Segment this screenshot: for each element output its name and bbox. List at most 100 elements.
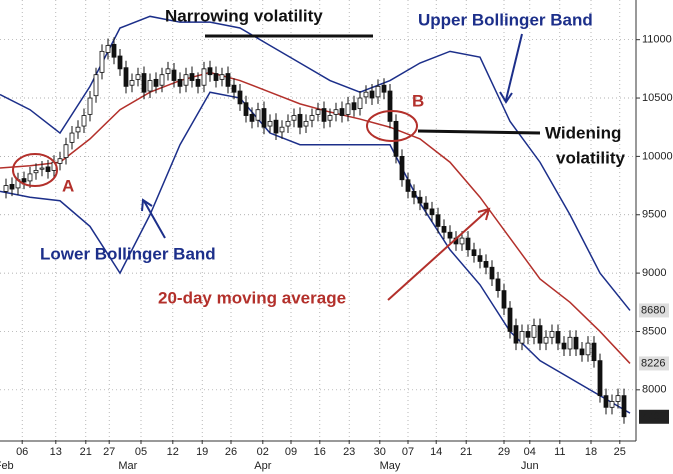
y-tick-label: 11000 <box>642 34 672 46</box>
candle-body <box>135 74 141 80</box>
month-label: Apr <box>254 460 271 472</box>
x-tick-label: 27 <box>103 446 115 458</box>
month-label: Jun <box>521 460 539 472</box>
candle-body <box>69 132 75 143</box>
candle-body <box>21 178 27 183</box>
x-tick-label: 16 <box>314 446 326 458</box>
candle-body <box>213 73 219 81</box>
y-tick-label: 10000 <box>642 150 673 162</box>
candle-body <box>603 395 609 408</box>
x-tick-label: 25 <box>614 446 626 458</box>
upper-arrow-head <box>499 91 513 104</box>
candle-body <box>375 85 381 98</box>
upper-arrow <box>505 33 523 101</box>
candle-body <box>57 158 63 164</box>
price-label: 8226 <box>641 357 665 369</box>
candle-body <box>231 84 237 93</box>
candle-body <box>219 74 225 80</box>
lower-label: Lower Bollinger Band <box>40 244 216 263</box>
candle-body <box>477 255 483 262</box>
y-tick-label: 8500 <box>642 325 666 337</box>
candle-body <box>147 80 153 92</box>
candle-body <box>399 155 405 181</box>
candle-body <box>573 336 579 350</box>
y-tick-label: 9000 <box>642 267 666 279</box>
upper-label: Upper Bollinger Band <box>418 10 593 29</box>
grid <box>0 0 636 440</box>
candle-body <box>87 97 93 115</box>
band-line <box>0 91 631 414</box>
x-tick-label: 12 <box>167 446 179 458</box>
candle-body <box>117 55 123 70</box>
candle-body <box>351 102 357 111</box>
candle-body <box>93 74 99 97</box>
candle-body <box>345 103 351 115</box>
candle-body <box>435 214 441 227</box>
x-tick-label: 05 <box>135 446 147 458</box>
candle-body <box>3 185 9 192</box>
candle-body <box>39 167 45 170</box>
candle-body <box>405 179 411 192</box>
candle-body <box>255 109 261 121</box>
candle-body <box>621 395 627 418</box>
candle-body <box>531 325 537 338</box>
price-label: 8680 <box>641 304 665 316</box>
candle-body <box>549 331 555 338</box>
candle-body <box>195 78 201 87</box>
x-tick-label: 18 <box>585 446 597 458</box>
candle-body <box>309 115 315 121</box>
candle-body <box>369 90 375 99</box>
axes: 8000 8500 9000 9500 10000 10500 11000 06 13 21 27 0… <box>0 34 673 472</box>
ma-arrow <box>387 209 489 301</box>
candle-body <box>129 80 135 86</box>
price-box <box>639 303 669 318</box>
candle-body <box>585 342 591 356</box>
candle-body <box>459 237 465 245</box>
candle-body <box>207 67 213 76</box>
x-tick-label: 21 <box>460 446 472 458</box>
candle-body <box>429 208 435 216</box>
candle-body <box>171 69 177 81</box>
ma-label: 20-day moving average <box>158 288 346 307</box>
label-a: A <box>62 176 74 195</box>
x-tick-label: 29 <box>498 446 510 458</box>
candle-body <box>543 336 549 344</box>
x-tick-label: 30 <box>374 446 386 458</box>
month-label: Feb <box>0 460 14 472</box>
candle-body <box>495 278 501 292</box>
band-line <box>0 71 631 364</box>
candle-body <box>513 325 519 344</box>
x-tick-label: 13 <box>50 446 62 458</box>
x-tick-label: 26 <box>225 446 237 458</box>
candle-body <box>327 115 333 121</box>
price-label: 7769 <box>641 411 665 423</box>
candle-body <box>579 348 585 356</box>
candle-body <box>291 115 297 121</box>
candle-body <box>393 120 399 157</box>
widening-label: Widening <box>545 123 621 142</box>
x-tick-label: 21 <box>80 446 92 458</box>
candle-body <box>177 78 183 87</box>
candle-body <box>75 126 81 133</box>
candle-body <box>303 120 309 127</box>
candle-body <box>201 68 207 86</box>
candle-body <box>489 266 495 280</box>
y-tick-label: 10500 <box>642 92 673 104</box>
candle-body <box>441 226 447 233</box>
candle-body <box>381 84 387 93</box>
x-tick-label: 19 <box>196 446 208 458</box>
ma-arrow-head <box>477 207 491 221</box>
candle-body <box>183 74 189 86</box>
x-tick-label: 23 <box>343 446 355 458</box>
candle-body <box>153 78 159 87</box>
candle-body <box>111 43 117 58</box>
price-box <box>639 409 669 424</box>
widening-bar <box>417 129 541 135</box>
candle-body <box>243 102 249 116</box>
candle-body <box>525 331 531 338</box>
candle-body <box>63 144 69 158</box>
candle-body <box>273 119 279 134</box>
candle-body <box>189 73 195 81</box>
annotations: Narrowing volatility Upper Bollinger Ban… <box>12 6 626 307</box>
